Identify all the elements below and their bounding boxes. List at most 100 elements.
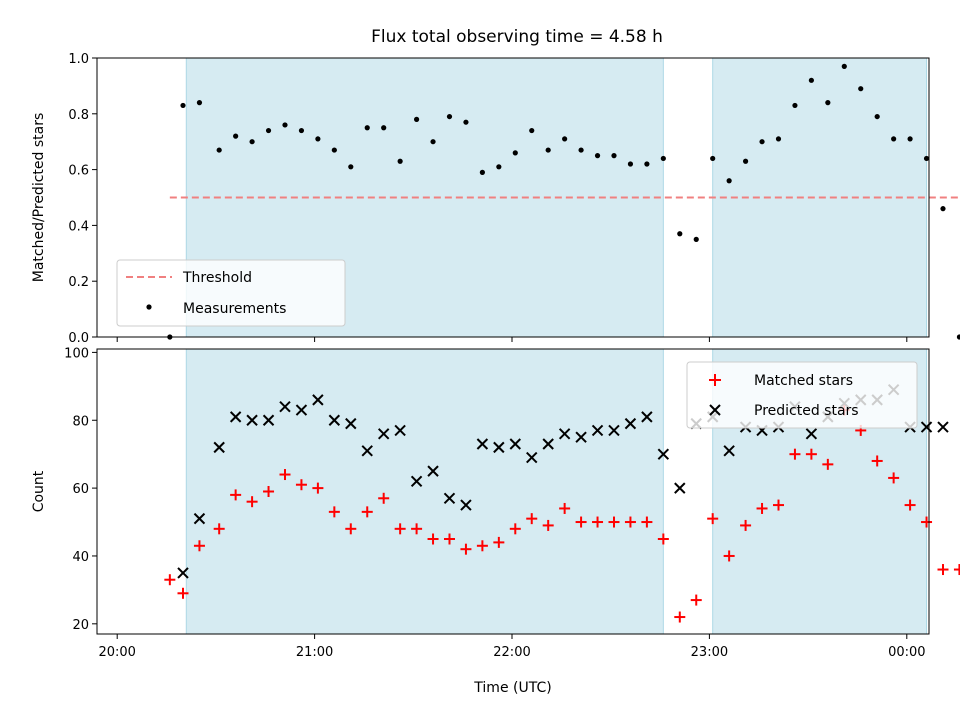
y-tick-label: 60 xyxy=(72,482,89,497)
matched-star-point xyxy=(888,472,900,484)
matched-star-point xyxy=(345,523,357,535)
predicted-star-point xyxy=(361,445,373,457)
measurement-point xyxy=(742,158,749,164)
matched-star-point xyxy=(476,540,488,552)
measurement-point xyxy=(413,116,420,122)
predicted-star-point xyxy=(427,465,439,477)
legend-matched-swatch xyxy=(709,374,721,386)
matched-star-point xyxy=(361,506,373,518)
matched-star-point xyxy=(575,516,587,528)
matched-star-point xyxy=(657,533,669,545)
measurement-point xyxy=(578,147,584,153)
predicted-star-point xyxy=(460,499,472,511)
measurement-point xyxy=(611,153,617,159)
predicted-star-point xyxy=(526,451,538,464)
predicted-star-point xyxy=(591,424,604,437)
measurement-point xyxy=(298,127,305,134)
count-legend: Matched stars Predicted stars xyxy=(686,361,918,429)
matched-star-point xyxy=(411,523,423,535)
measurement-point xyxy=(364,125,370,131)
predicted-star-point xyxy=(295,404,308,416)
predicted-star-point xyxy=(608,424,620,437)
y-tick-label: 80 xyxy=(72,414,89,429)
predicted-star-point xyxy=(657,448,670,460)
matched-star-point xyxy=(246,496,258,508)
predicted-star-point xyxy=(213,441,225,454)
measurement-point xyxy=(249,139,255,145)
y-tick-label: 40 xyxy=(72,550,89,565)
predicted-star-point xyxy=(394,424,406,437)
ratio-y-ticks: 0.0 0.2 0.4 0.6 0.8 1.0 xyxy=(68,52,97,346)
measurement-point xyxy=(180,102,186,109)
measurement-point xyxy=(858,86,864,92)
x-tick-label: 00:00 xyxy=(888,645,925,660)
predicted-star-point xyxy=(937,421,949,433)
predicted-star-point xyxy=(674,482,686,494)
predicted-star-point xyxy=(328,414,341,426)
legend-measurements-label: Measurements xyxy=(183,301,286,317)
legend-measurements-swatch xyxy=(146,304,152,310)
ratio-x-ticks xyxy=(116,337,908,342)
measurement-point xyxy=(512,150,518,156)
predicted-star-point xyxy=(920,421,933,433)
predicted-star-point xyxy=(177,567,189,579)
measurement-point xyxy=(923,155,930,162)
measurement-point xyxy=(282,122,288,128)
matched-star-point xyxy=(707,513,719,525)
matched-star-point xyxy=(904,499,916,511)
measurement-point xyxy=(841,63,847,69)
matched-star-point xyxy=(608,516,620,528)
measurement-point xyxy=(562,136,568,142)
matched-star-point xyxy=(690,594,702,606)
legend-predicted-label: Predicted stars xyxy=(754,403,859,419)
matched-star-point xyxy=(509,523,521,535)
predicted-star-point xyxy=(723,445,735,457)
matched-star-point xyxy=(427,533,439,545)
count-y-axis-label: Count xyxy=(31,470,47,512)
matched-star-point xyxy=(542,519,554,531)
measurement-point xyxy=(825,100,831,106)
measurement-point xyxy=(693,236,699,242)
matched-star-point xyxy=(378,492,390,504)
matched-star-point xyxy=(164,574,176,586)
x-tick-label: 23:00 xyxy=(691,645,728,660)
measurement-point xyxy=(331,147,337,153)
legend-predicted-swatch xyxy=(709,404,721,416)
measurement-point xyxy=(940,206,946,212)
matched-star-point xyxy=(674,611,686,623)
matched-star-point xyxy=(921,516,933,528)
matched-star-point xyxy=(871,455,883,467)
measurement-point xyxy=(265,127,272,134)
measurement-point xyxy=(233,133,239,139)
matched-star-point xyxy=(177,587,189,599)
count-legend-box xyxy=(686,361,918,429)
legend-matched-label: Matched stars xyxy=(754,373,853,389)
matched-star-point xyxy=(443,533,455,545)
y-tick-label: 0.2 xyxy=(68,275,89,290)
legend-threshold-label: Threshold xyxy=(182,270,252,286)
x-tick-label: 20:00 xyxy=(98,645,135,660)
measurement-point xyxy=(677,231,683,237)
predicted-star-point xyxy=(246,414,258,426)
matched-star-point xyxy=(953,564,960,576)
matched-star-point xyxy=(723,550,735,562)
x-tick-label: 22:00 xyxy=(493,645,530,660)
count-plot-frame xyxy=(96,348,930,635)
y-tick-label: 1.0 xyxy=(68,52,89,67)
measurement-point xyxy=(907,136,913,142)
predicted-star-point xyxy=(476,438,489,450)
matched-star-point xyxy=(493,536,505,548)
matched-star-point xyxy=(772,499,784,511)
chart-title: Flux total observing time = 4.58 h xyxy=(371,27,663,47)
measurement-point xyxy=(891,136,897,142)
matched-star-point xyxy=(756,502,768,514)
matched-star-point xyxy=(295,479,307,491)
predicted-star-point xyxy=(262,414,275,426)
matched-star-point xyxy=(193,540,205,552)
matched-star-point xyxy=(312,482,324,494)
measurement-point xyxy=(808,77,814,83)
predicted-star-point xyxy=(443,492,456,504)
x-tick-label: 21:00 xyxy=(296,645,333,660)
measurement-point xyxy=(496,164,502,170)
